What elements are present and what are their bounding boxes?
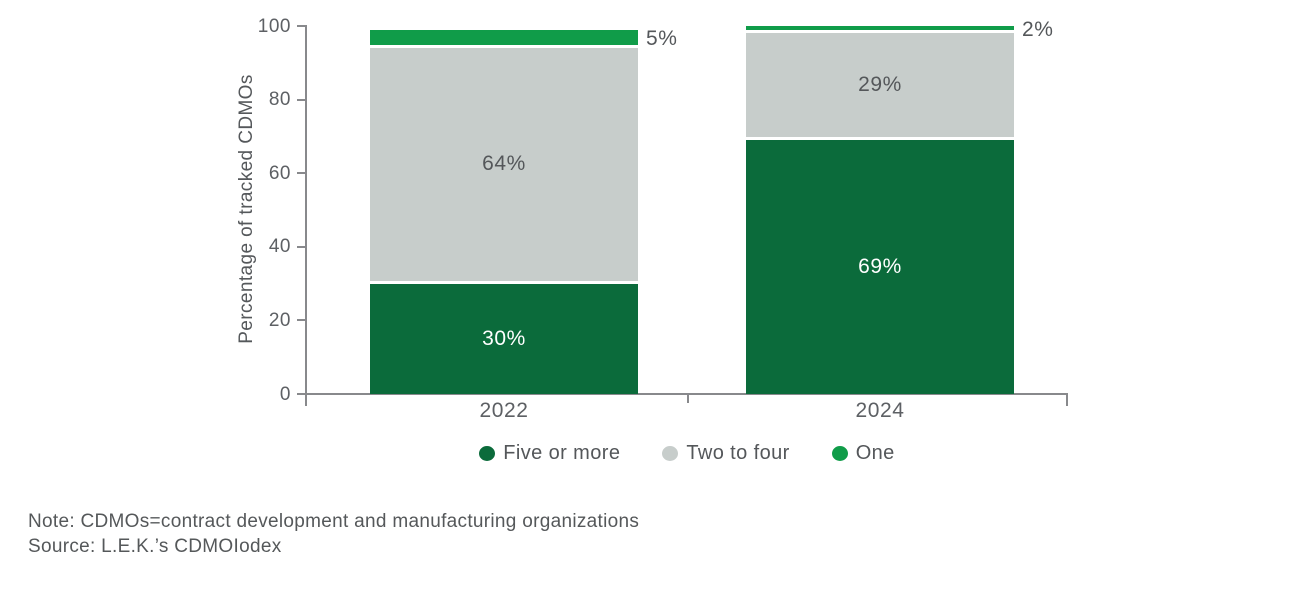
legend-label: Five or more <box>503 441 621 464</box>
segment-value-label: 30% <box>482 326 526 350</box>
legend-label: One <box>855 441 895 464</box>
segment-value-label: 69% <box>858 255 902 279</box>
y-tick-mark <box>297 319 306 322</box>
legend-dot-icon <box>479 445 496 461</box>
y-tick-mark <box>297 98 306 101</box>
legend: Five or more Two to four One <box>306 440 1068 466</box>
y-tick-label: 40 <box>268 236 291 258</box>
bar-segment-two-to-four: 29% <box>746 33 1014 141</box>
bar-segment-two-to-four: 64% <box>370 48 638 284</box>
bar-segment-one <box>746 26 1014 34</box>
y-tick-label: 60 <box>268 162 291 184</box>
x-axis-mid-tick <box>687 394 689 403</box>
x-axis-end-tick <box>1066 394 1068 406</box>
note-text: Note: CDMOs=contract development and man… <box>28 511 640 532</box>
y-axis-title-text: Percentage of tracked CDMOs <box>236 74 257 344</box>
y-tick-mark <box>297 25 306 27</box>
segment-value-label-outside: 5% <box>646 26 678 50</box>
segment-value-label-outside: 2% <box>1022 17 1054 41</box>
bar-segment-five-or-more: 30% <box>370 283 638 394</box>
source-text: Source: L.E.K.’s CDMOIodex <box>28 536 282 557</box>
y-tick-label: 20 <box>268 309 291 331</box>
legend-dot-icon <box>831 445 848 461</box>
x-category-label: 2022 <box>479 399 529 422</box>
y-tick-label: 0 <box>279 383 291 405</box>
y-axis-line <box>305 25 307 406</box>
legend-dot-icon <box>662 445 679 461</box>
segment-value-label: 64% <box>482 152 526 176</box>
legend-label: Two to four <box>686 441 790 464</box>
segment-value-label: 29% <box>858 73 902 97</box>
legend-item-two-to-four: Two to four <box>662 442 789 465</box>
x-axis-line <box>305 393 1068 395</box>
y-tick-mark <box>297 245 306 248</box>
legend-item-five-or-more: Five or more <box>479 442 620 465</box>
bar-segment-five-or-more: 69% <box>746 140 1014 394</box>
y-tick-label: 100 <box>257 15 291 37</box>
bar-segment-one <box>370 29 638 49</box>
y-tick-label: 80 <box>268 89 291 111</box>
x-category-label: 2024 <box>855 399 905 422</box>
y-tick-mark <box>297 393 306 395</box>
legend-item-one: One <box>831 441 895 465</box>
y-tick-mark <box>297 172 306 175</box>
